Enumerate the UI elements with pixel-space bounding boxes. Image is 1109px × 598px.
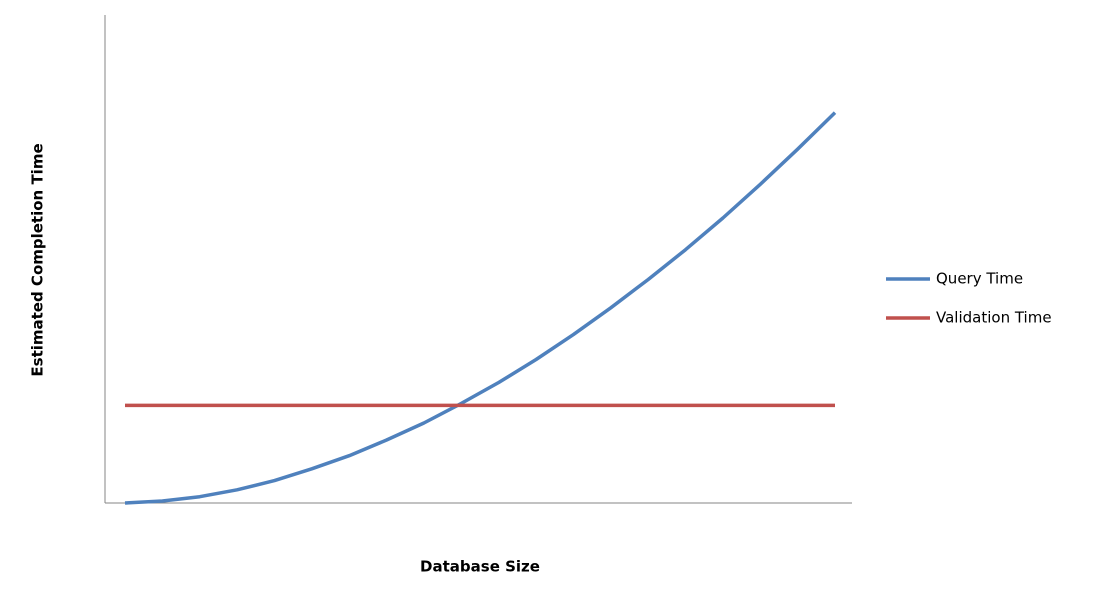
series-line — [124, 111, 837, 505]
x-axis-title: Database Size — [420, 558, 540, 576]
y-axis-title: Estimated Completion Time — [29, 143, 47, 376]
legend-label: Query Time — [936, 270, 1023, 288]
legend-label: Validation Time — [936, 309, 1052, 327]
